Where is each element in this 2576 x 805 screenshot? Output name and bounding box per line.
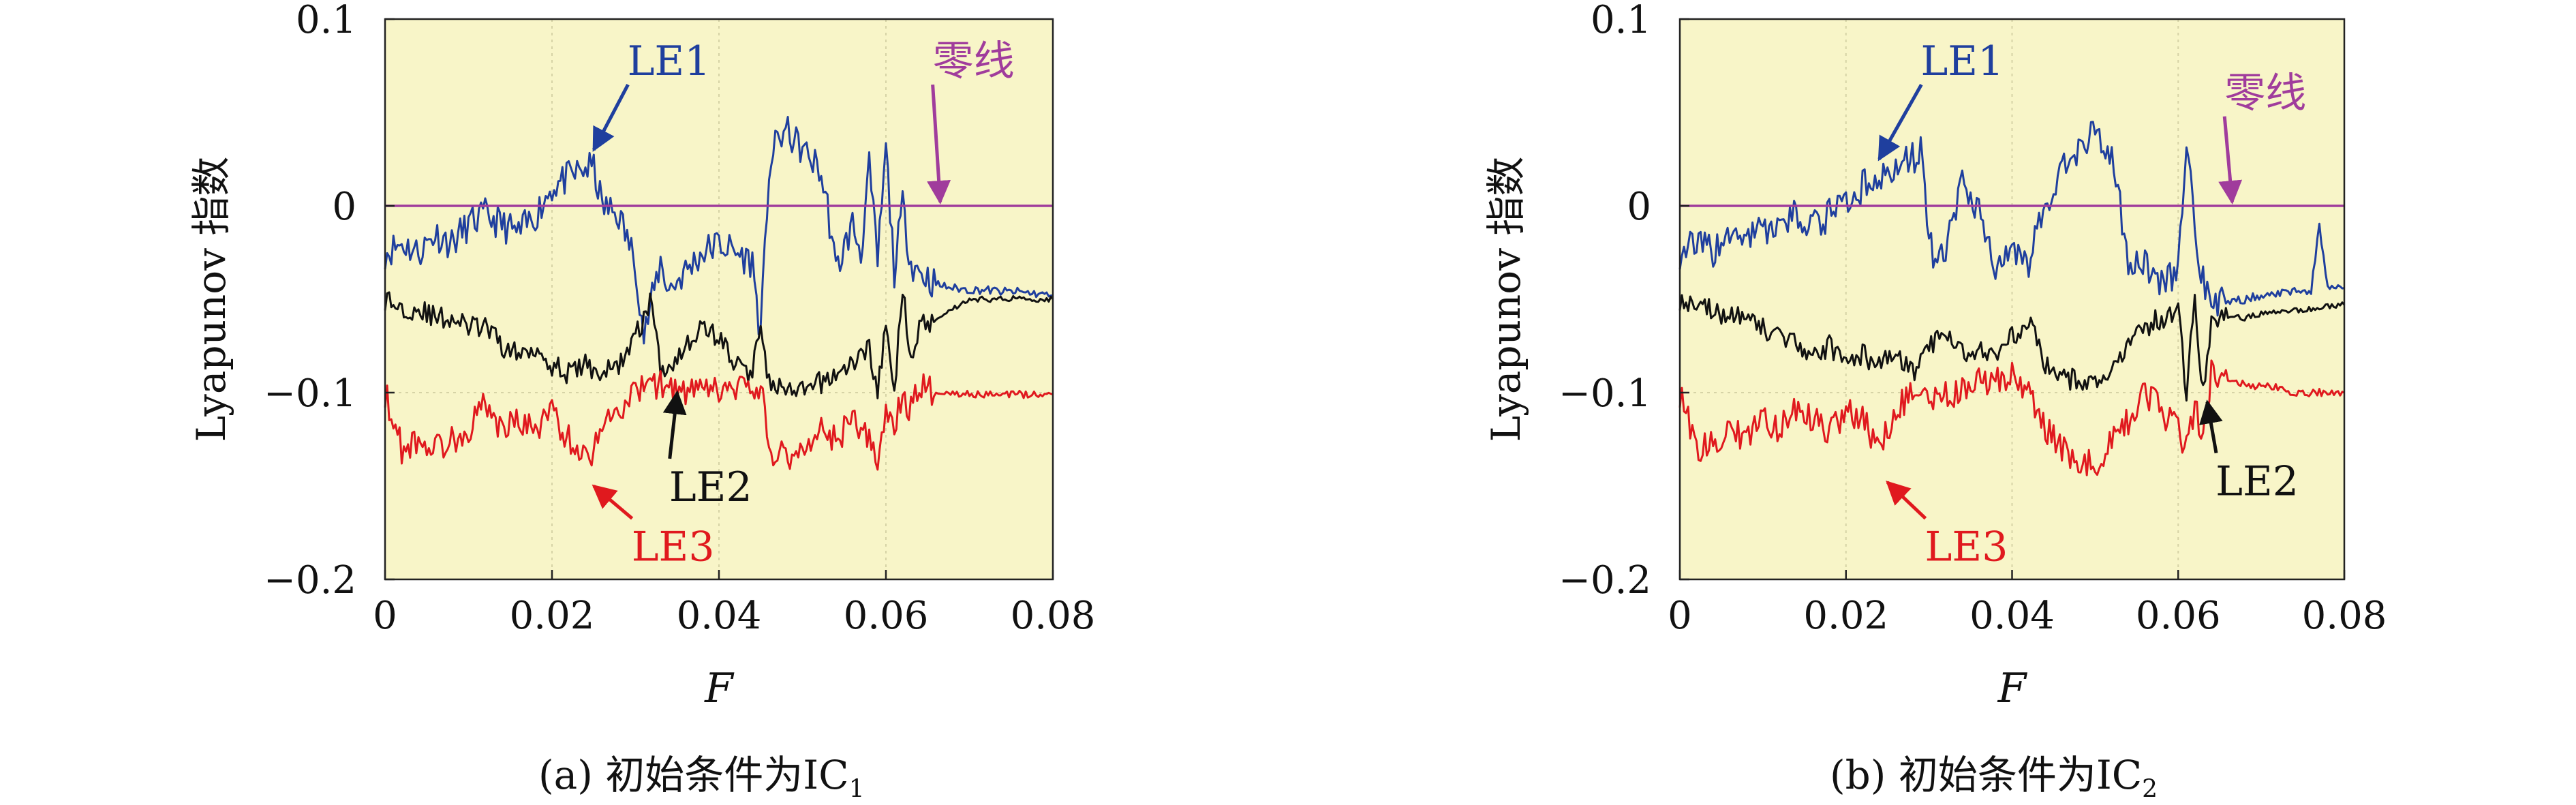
annotation-arrow-a-2 xyxy=(662,390,687,459)
annotation-label-a-3: LE3 xyxy=(632,523,715,571)
x-tick-label-a-1: 0.02 xyxy=(510,594,595,638)
annotation-label-b-1: 零线 xyxy=(2224,70,2306,117)
caption-a-subscript: 1 xyxy=(848,775,865,804)
annotation-arrow-b-2 xyxy=(2199,399,2223,454)
annotation-arrow-b-1 xyxy=(2218,116,2243,205)
series-line-le2-a xyxy=(384,291,1054,399)
x-tick-label-a-2: 0.04 xyxy=(677,594,762,638)
series-line-le2-b xyxy=(1678,294,2346,402)
annotation-arrow-a-1 xyxy=(927,85,951,205)
y-tick-label-a-1: −0.1 xyxy=(264,371,356,416)
chart-panel-b: 0 0.02 0.04 0.06 0.08 −0.2 −0.1 0 0.1 F Lyapunov 指… xyxy=(1483,0,2387,712)
x-tick-label-b-1: 0.02 xyxy=(1803,594,1888,638)
y-tick-label-b-0: −0.2 xyxy=(1559,558,1651,603)
series-line-le1-a xyxy=(384,116,1054,345)
x-axis-label-a: F xyxy=(704,665,735,712)
annotation-arrow-a-3 xyxy=(592,484,634,520)
x-tick-label-b-2: 0.04 xyxy=(1969,594,2055,638)
y-tick-label-b-2: 0 xyxy=(1627,185,1651,229)
y-axis-label-a: Lyapunov 指数 xyxy=(188,157,234,442)
y-tick-label-b-3: 0.1 xyxy=(1591,0,1651,42)
annotation-label-b-0: LE1 xyxy=(1920,37,2004,85)
x-tick-label-a-4: 0.08 xyxy=(1011,594,1096,638)
annotation-arrow-b-0 xyxy=(1877,83,1923,162)
caption-b-subscript: 2 xyxy=(2142,775,2158,804)
annotation-label-a-1: 零线 xyxy=(933,37,1015,85)
x-tick-label-b-3: 0.06 xyxy=(2136,594,2221,638)
x-tick-label-b-4: 0.08 xyxy=(2302,594,2387,638)
chart-panel-a: 0 0.02 0.04 0.06 0.08 −0.2 −0.1 0 0.1 F Lyapunov 指… xyxy=(188,0,1095,712)
annotation-label-b-3: LE3 xyxy=(1925,523,2008,571)
y-tick-label-a-2: 0 xyxy=(332,185,356,229)
series-line-le3-a xyxy=(384,370,1054,471)
annotation-label-a-2: LE2 xyxy=(669,464,752,511)
annotation-label-a-0: LE1 xyxy=(628,37,711,85)
annotation-arrow-b-3 xyxy=(1886,481,1927,520)
y-tick-label-b-1: −0.1 xyxy=(1559,371,1651,416)
series-line-le3-b xyxy=(1678,359,2345,476)
y-tick-label-a-0: −0.2 xyxy=(264,558,356,603)
series-line-le1-b xyxy=(1678,121,2345,317)
y-tick-label-a-3: 0.1 xyxy=(296,0,356,42)
x-axis-label-b: F xyxy=(1997,665,2028,712)
annotation-arrow-a-0 xyxy=(592,84,630,152)
y-axis-label-b: Lyapunov 指数 xyxy=(1483,157,1529,442)
caption-a-text: (a) 初始条件为IC xyxy=(538,752,849,798)
x-tick-label-a-0: 0 xyxy=(373,594,397,638)
x-tick-label-b-0: 0 xyxy=(1668,594,1692,638)
caption-b: (b) 初始条件为IC2 xyxy=(1830,743,2158,804)
annotation-label-b-2: LE2 xyxy=(2215,458,2299,506)
caption-b-text: (b) 初始条件为IC xyxy=(1830,752,2143,798)
caption-a: (a) 初始条件为IC1 xyxy=(538,743,864,804)
x-tick-label-a-3: 0.06 xyxy=(844,594,929,638)
